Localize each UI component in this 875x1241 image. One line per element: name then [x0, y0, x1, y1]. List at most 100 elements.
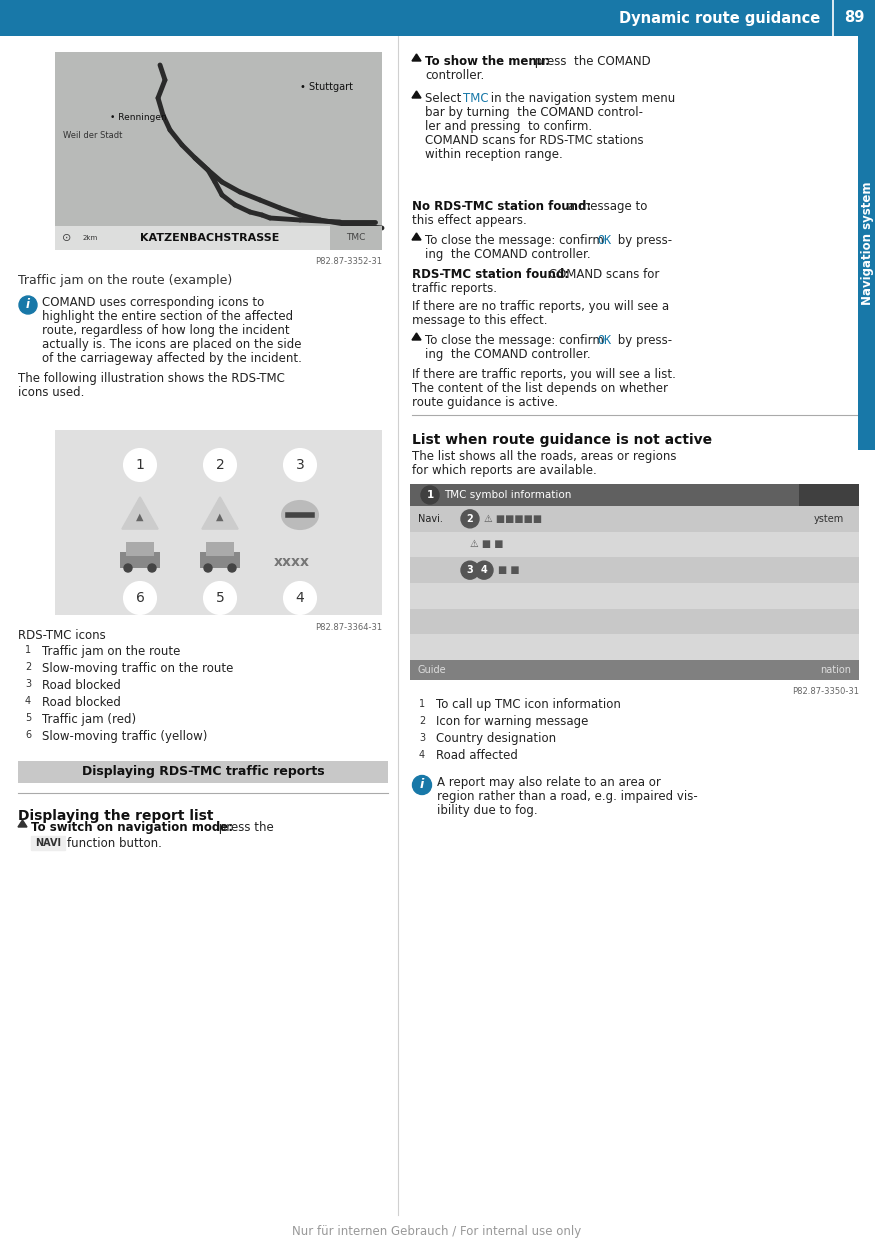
Text: KATZENBACHSTRASSE: KATZENBACHSTRASSE	[140, 233, 279, 243]
Text: 4: 4	[419, 750, 425, 759]
Text: 4: 4	[296, 591, 304, 606]
Circle shape	[413, 712, 431, 730]
Bar	[55, 226, 382, 249]
Text: this effect appears.: this effect appears.	[412, 213, 527, 227]
Text: Road affected: Road affected	[436, 750, 518, 762]
Text: Navigation system: Navigation system	[860, 181, 873, 305]
Bar	[410, 583, 859, 608]
Text: 2: 2	[24, 661, 31, 671]
Text: To call up TMC icon information: To call up TMC icon information	[436, 697, 621, 711]
Bar	[410, 634, 859, 660]
Text: within reception range.: within reception range.	[425, 148, 563, 161]
Bar	[799, 484, 859, 506]
Polygon shape	[412, 333, 421, 340]
Text: of the carriageway affected by the incident.: of the carriageway affected by the incid…	[42, 352, 302, 365]
Text: Icon for warning message: Icon for warning message	[436, 715, 588, 728]
Polygon shape	[18, 820, 27, 827]
Text: ▲: ▲	[216, 513, 224, 522]
Text: Slow-moving traffic on the route: Slow-moving traffic on the route	[42, 661, 234, 675]
Text: 89: 89	[844, 10, 864, 26]
Bar	[410, 557, 859, 583]
Circle shape	[19, 297, 37, 314]
Text: NAVI: NAVI	[35, 838, 61, 848]
Text: 3: 3	[466, 565, 473, 575]
Circle shape	[19, 709, 37, 727]
Text: 1: 1	[24, 645, 31, 655]
Text: 2: 2	[466, 514, 473, 524]
Circle shape	[19, 675, 37, 692]
Bar	[206, 542, 234, 556]
Text: xxxx: xxxx	[274, 555, 310, 570]
Text: If there are traffic reports, you will see a list.: If there are traffic reports, you will s…	[412, 369, 676, 381]
Polygon shape	[412, 55, 421, 61]
Circle shape	[461, 510, 479, 527]
Circle shape	[19, 642, 37, 659]
Text: icons used.: icons used.	[18, 386, 84, 400]
Text: P82.87-3350-31: P82.87-3350-31	[792, 688, 859, 696]
Text: route, regardless of how long the incident: route, regardless of how long the incide…	[42, 324, 290, 338]
Bar	[200, 552, 240, 568]
Ellipse shape	[282, 501, 318, 529]
Text: ⊙: ⊙	[62, 233, 72, 243]
Text: 3: 3	[419, 733, 425, 743]
Text: • Stuttgart: • Stuttgart	[300, 82, 353, 92]
Text: 4: 4	[480, 565, 487, 575]
Circle shape	[413, 728, 431, 747]
Bar	[410, 506, 859, 531]
Circle shape	[124, 449, 156, 482]
Polygon shape	[412, 91, 421, 98]
Text: Navi.: Navi.	[418, 514, 443, 524]
Text: TMC: TMC	[346, 233, 366, 242]
Bar	[120, 552, 160, 568]
Text: No RDS-TMC station found:: No RDS-TMC station found:	[412, 200, 592, 213]
Polygon shape	[202, 496, 238, 529]
Text: i: i	[26, 299, 30, 311]
Text: ■ ■: ■ ■	[498, 565, 520, 575]
Text: The content of the list depends on whether: The content of the list depends on wheth…	[412, 382, 668, 395]
Text: Displaying the report list: Displaying the report list	[18, 809, 214, 823]
Text: COMAND scans for RDS-TMC stations: COMAND scans for RDS-TMC stations	[425, 134, 644, 146]
Text: A report may also relate to an area or: A report may also relate to an area or	[437, 776, 661, 789]
Circle shape	[228, 563, 236, 572]
Bar	[55, 52, 382, 249]
Text: 3: 3	[24, 679, 31, 689]
Text: function button.: function button.	[67, 836, 162, 850]
Text: Guide: Guide	[418, 665, 446, 675]
Circle shape	[461, 561, 479, 580]
Text: i: i	[420, 778, 424, 792]
Text: in the navigation system menu: in the navigation system menu	[487, 92, 676, 105]
Text: ystem: ystem	[814, 514, 844, 524]
Text: 6: 6	[136, 591, 144, 606]
Circle shape	[19, 692, 37, 710]
Text: Country designation: Country designation	[436, 732, 556, 745]
Text: Slow-moving traffic (yellow): Slow-moving traffic (yellow)	[42, 730, 207, 743]
Text: nation: nation	[820, 665, 851, 675]
Text: actually is. The icons are placed on the side: actually is. The icons are placed on the…	[42, 338, 302, 351]
Text: ing  the COMAND controller.: ing the COMAND controller.	[425, 347, 591, 361]
Text: TMC: TMC	[463, 92, 488, 105]
Text: Dynamic route guidance: Dynamic route guidance	[619, 10, 820, 26]
Bar	[410, 660, 859, 680]
Text: RDS-TMC icons: RDS-TMC icons	[18, 629, 106, 642]
Polygon shape	[122, 496, 158, 529]
Text: by press-: by press-	[614, 334, 672, 347]
Text: Traffic jam on the route (example): Traffic jam on the route (example)	[18, 274, 232, 287]
Circle shape	[284, 582, 316, 614]
Text: List when route guidance is not active: List when route guidance is not active	[412, 433, 712, 447]
Text: P82.87-3364-31: P82.87-3364-31	[315, 623, 382, 632]
Text: The following illustration shows the RDS-TMC: The following illustration shows the RDS…	[18, 372, 285, 385]
Text: P82.87-3352-31: P82.87-3352-31	[315, 257, 382, 267]
Text: route guidance is active.: route guidance is active.	[412, 396, 558, 410]
Text: Weil der Stadt: Weil der Stadt	[63, 132, 122, 140]
Circle shape	[475, 561, 493, 580]
Text: bar by turning  the COMAND control-: bar by turning the COMAND control-	[425, 105, 643, 119]
Circle shape	[124, 563, 132, 572]
Text: Traffic jam on the route: Traffic jam on the route	[42, 645, 180, 658]
Text: Displaying RDS-TMC traffic reports: Displaying RDS-TMC traffic reports	[81, 766, 325, 778]
Text: highlight the entire section of the affected: highlight the entire section of the affe…	[42, 310, 293, 323]
Text: region rather than a road, e.g. impaired vis-: region rather than a road, e.g. impaired…	[437, 791, 697, 803]
Bar	[410, 484, 859, 680]
Text: To switch on navigation mode:: To switch on navigation mode:	[31, 822, 233, 834]
Text: ⚠ ■■■■■: ⚠ ■■■■■	[484, 514, 542, 524]
Circle shape	[19, 726, 37, 745]
